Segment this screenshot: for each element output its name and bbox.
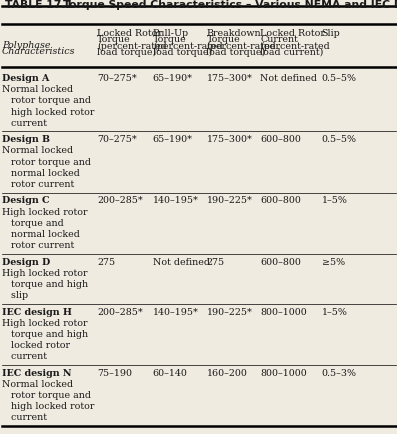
Text: (percent-rated: (percent-rated	[206, 42, 276, 51]
Text: Torque: Torque	[153, 35, 187, 44]
Text: Locked Rotor: Locked Rotor	[97, 29, 162, 38]
Text: 140–195*: 140–195*	[153, 197, 199, 205]
Text: 1–5%: 1–5%	[322, 197, 347, 205]
Text: Design A: Design A	[2, 74, 49, 83]
Text: 200–285*: 200–285*	[97, 197, 143, 205]
Text: current: current	[2, 352, 47, 361]
Text: IEC design H: IEC design H	[2, 308, 72, 316]
Text: Design B: Design B	[2, 135, 50, 144]
Text: rotor current: rotor current	[2, 180, 74, 189]
Text: high locked rotor: high locked rotor	[2, 402, 94, 411]
Text: 800–1000: 800–1000	[260, 369, 307, 378]
Text: slip: slip	[2, 291, 28, 300]
Text: 60–140: 60–140	[153, 369, 188, 378]
Text: load torque): load torque)	[97, 48, 156, 57]
Text: Torque: Torque	[97, 35, 131, 44]
Text: torque and high: torque and high	[2, 330, 88, 339]
Text: Current: Current	[260, 35, 298, 44]
Text: 0.5–5%: 0.5–5%	[322, 74, 357, 83]
Text: 175–300*: 175–300*	[206, 135, 252, 144]
Text: 160–200: 160–200	[206, 369, 247, 378]
Text: 200–285*: 200–285*	[97, 308, 143, 316]
Text: Breakdown: Breakdown	[206, 29, 261, 38]
Text: 1–5%: 1–5%	[322, 308, 347, 316]
Text: 75–190: 75–190	[97, 369, 132, 378]
Text: rotor torque and: rotor torque and	[2, 96, 91, 105]
Text: (percent-rated: (percent-rated	[97, 42, 167, 51]
Text: load torque): load torque)	[206, 48, 266, 57]
Text: Pull-Up: Pull-Up	[153, 29, 189, 38]
Text: (percent-rated: (percent-rated	[153, 42, 223, 51]
Text: 70–275*: 70–275*	[97, 74, 137, 83]
Text: Characteristics: Characteristics	[2, 47, 75, 56]
Text: TABLE 17.1: TABLE 17.1	[5, 0, 73, 10]
Text: 190–225*: 190–225*	[206, 308, 252, 316]
Text: 800–1000: 800–1000	[260, 308, 307, 316]
Text: 190–225*: 190–225*	[206, 197, 252, 205]
Text: 600–800: 600–800	[260, 258, 301, 266]
Text: 275: 275	[97, 258, 116, 266]
Text: Polyphase: Polyphase	[2, 42, 50, 50]
Text: High locked rotor: High locked rotor	[2, 319, 87, 328]
Text: 0.5–3%: 0.5–3%	[322, 369, 357, 378]
Text: Locked Rotor: Locked Rotor	[260, 29, 325, 38]
Text: Normal locked: Normal locked	[2, 146, 73, 155]
Text: rotor torque and: rotor torque and	[2, 158, 91, 167]
Text: Torque: Torque	[206, 35, 240, 44]
Text: normal locked: normal locked	[2, 230, 80, 239]
Text: Not defined: Not defined	[260, 74, 317, 83]
Text: torque and high: torque and high	[2, 280, 88, 289]
Text: load current): load current)	[260, 48, 324, 57]
Text: torque and: torque and	[2, 219, 64, 228]
Text: ≥5%: ≥5%	[322, 258, 345, 266]
Text: normal locked: normal locked	[2, 169, 80, 178]
Text: 65–190*: 65–190*	[153, 135, 193, 144]
Text: locked rotor: locked rotor	[2, 341, 70, 350]
Text: Not defined: Not defined	[153, 258, 210, 266]
Text: High locked rotor: High locked rotor	[2, 269, 87, 278]
Text: load torque): load torque)	[153, 48, 212, 57]
Text: 0.5–5%: 0.5–5%	[322, 135, 357, 144]
Text: (percent-rated: (percent-rated	[260, 42, 330, 51]
Text: 140–195*: 140–195*	[153, 308, 199, 316]
Text: 600–800: 600–800	[260, 197, 301, 205]
Text: 65–190*: 65–190*	[153, 74, 193, 83]
Text: Normal locked: Normal locked	[2, 380, 73, 389]
Text: current: current	[2, 119, 47, 128]
Text: IEC design N: IEC design N	[2, 369, 71, 378]
Text: Design C: Design C	[2, 197, 50, 205]
Text: 70–275*: 70–275*	[97, 135, 137, 144]
Text: 600–800: 600–800	[260, 135, 301, 144]
Text: 175–300*: 175–300*	[206, 74, 252, 83]
Text: 275: 275	[206, 258, 225, 266]
Text: Design D: Design D	[2, 258, 50, 266]
Text: Torque Speed Characteristics – Various NEMA and IEC Design Motors: Torque Speed Characteristics – Various N…	[63, 0, 397, 10]
Text: High locked rotor: High locked rotor	[2, 207, 87, 217]
Text: rotor torque and: rotor torque and	[2, 391, 91, 400]
Text: current: current	[2, 414, 47, 422]
Text: rotor current: rotor current	[2, 241, 74, 250]
Text: Slip: Slip	[322, 29, 340, 38]
Text: high locked rotor: high locked rotor	[2, 108, 94, 117]
Text: Normal locked: Normal locked	[2, 85, 73, 94]
